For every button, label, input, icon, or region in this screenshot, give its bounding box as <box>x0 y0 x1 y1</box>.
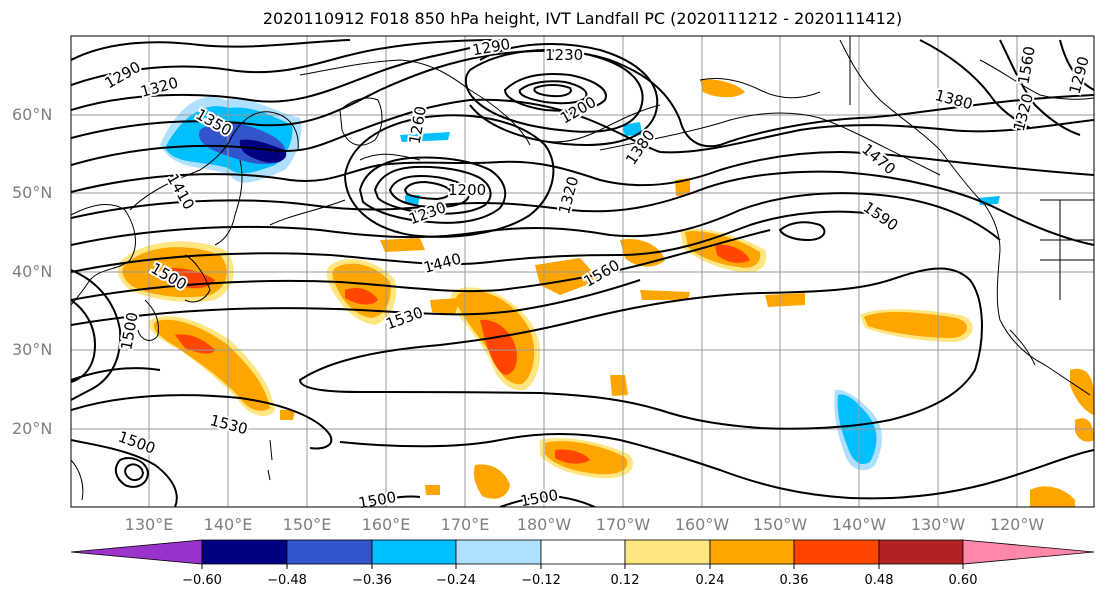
lat-label: 50°N <box>12 183 53 202</box>
lon-label: 150°W <box>752 515 808 534</box>
map-frame <box>70 35 1095 508</box>
lon-label: 140°E <box>203 515 253 534</box>
lat-label: 40°N <box>12 262 53 281</box>
ivt-negative-shading <box>160 96 1000 471</box>
lon-label: 160°E <box>361 515 411 534</box>
colorbar-tick-label: −0.24 <box>436 573 476 588</box>
colorbar-segment <box>878 539 964 565</box>
colorbar-tick-label: 0.48 <box>864 573 894 588</box>
lon-label: 160°W <box>674 515 730 534</box>
contour-label: 1230 <box>545 46 583 64</box>
lon-label: 170°W <box>595 515 651 534</box>
contour-label: 1200 <box>448 181 486 199</box>
lon-label: 150°E <box>282 515 332 534</box>
colorbar-tick-label: 0.12 <box>610 573 640 588</box>
lon-label: 180°W <box>516 515 572 534</box>
colorbar-segment <box>455 539 542 565</box>
lon-label: 170°E <box>440 515 490 534</box>
colorbar-segment <box>709 539 795 565</box>
colorbar-tick-label: 0.24 <box>695 573 725 588</box>
colorbar-segment <box>624 539 711 565</box>
plot-title: 2020110912 F018 850 hPa height, IVT Land… <box>262 9 903 28</box>
lat-label: 30°N <box>12 340 53 359</box>
lon-label: 140°W <box>831 515 887 534</box>
lon-label: 130°E <box>124 515 174 534</box>
coastlines <box>71 36 1094 501</box>
colorbar-tick-label: −0.48 <box>267 573 307 588</box>
lat-label: 60°N <box>12 105 53 124</box>
colorbar-segment <box>70 539 203 565</box>
lat-label: 20°N <box>12 419 53 438</box>
colorbar-segment <box>201 539 288 565</box>
lon-label: 130°W <box>910 515 966 534</box>
colorbar <box>70 539 1095 569</box>
graticule <box>71 36 1094 507</box>
colorbar-tick-label: 0.60 <box>948 573 978 588</box>
colorbar-segment <box>371 539 457 565</box>
colorbar-segment <box>793 539 880 565</box>
colorbar-segment <box>540 539 626 565</box>
colorbar-segment <box>962 539 1095 565</box>
colorbar-segment <box>286 539 373 565</box>
colorbar-tick-label: −0.12 <box>521 573 561 588</box>
height-contours <box>71 39 1094 507</box>
lon-label: 120°W <box>989 515 1045 534</box>
colorbar-tick-label: −0.36 <box>352 573 392 588</box>
colorbar-tick-label: 0.36 <box>779 573 809 588</box>
colorbar-tick-label: −0.60 <box>182 573 222 588</box>
